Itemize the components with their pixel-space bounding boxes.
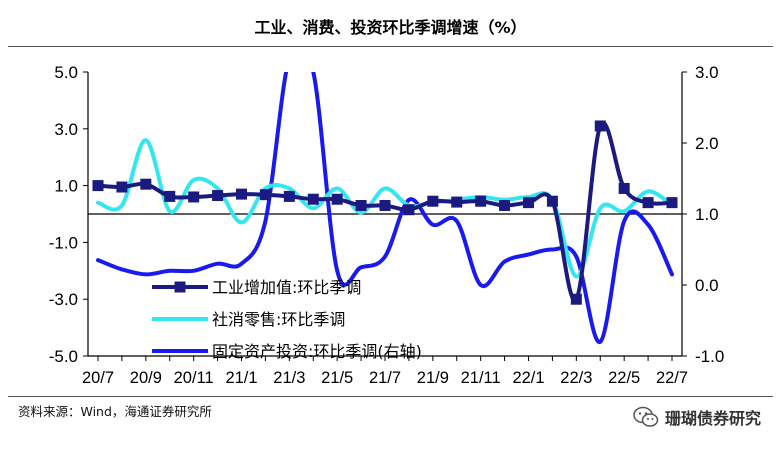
x-tick-label: 21/1	[225, 369, 257, 387]
x-tick-label: 22/1	[512, 369, 544, 387]
series-line-2	[96, 138, 674, 279]
right-tick-label: -1.0	[695, 347, 724, 366]
series-point-1	[331, 193, 343, 205]
series-line-1	[96, 120, 674, 303]
left-tick-label: 1.0	[54, 177, 78, 196]
series-point-1	[427, 195, 439, 207]
series-point-1	[642, 197, 654, 209]
x-tick-label: 20/11	[174, 369, 214, 387]
series-point-1	[140, 178, 152, 190]
series-point-1	[451, 196, 463, 208]
legend-label-2: 社消零售:环比季调	[212, 310, 345, 329]
series-point-1	[618, 182, 630, 194]
series-point-1	[259, 189, 271, 201]
series-point-1	[283, 190, 295, 202]
series-point-1	[307, 193, 319, 205]
series-point-1	[116, 181, 128, 193]
source-note: 资料来源：Wind，海通证券研究所	[18, 404, 212, 419]
series-layer	[92, 72, 678, 344]
left-tick-label: -5.0	[49, 347, 78, 366]
right-axis-ticks: 3.0 2.0 1.0 0.0 -1.0	[682, 63, 724, 366]
left-tick-label: -3.0	[49, 290, 78, 309]
series-point-1	[475, 195, 487, 207]
series-point-1	[188, 191, 200, 203]
legend-label-1: 工业增加值:环比季调	[212, 278, 361, 297]
watermark-text: 珊瑚债券研究	[664, 409, 761, 428]
chart-title: 工业、消费、投资环比季调增速（%）	[254, 18, 527, 37]
top-rule	[8, 46, 773, 47]
series-point-1	[164, 190, 176, 202]
left-axis-ticks: 5.0 3.0 1.0 -1.0 -3.0 -5.0	[49, 63, 88, 366]
x-tick-label: 20/9	[130, 369, 162, 387]
left-tick-label: 5.0	[54, 63, 78, 82]
x-tick-label: 22/3	[560, 369, 592, 387]
x-tick-label: 21/3	[273, 369, 305, 387]
x-axis-ticks: 20/7 20/9 20/11 21/1 21/3 21/5 21/7 21/9 21/11 22…	[82, 356, 688, 387]
axes	[87, 72, 683, 357]
right-tick-label: 3.0	[695, 63, 719, 82]
series-point-1	[499, 199, 511, 211]
right-tick-label: 2.0	[695, 134, 719, 153]
x-tick-label: 22/7	[656, 369, 688, 387]
x-tick-label: 21/9	[417, 369, 449, 387]
x-tick-label: 22/5	[608, 369, 640, 387]
left-tick-label: -1.0	[49, 233, 78, 252]
watermark: 珊瑚债券研究	[633, 405, 761, 429]
bottom-rule	[8, 396, 773, 397]
series-point-1	[594, 120, 606, 132]
series-point-1	[236, 188, 247, 200]
series-point-1	[570, 293, 582, 305]
x-tick-label: 21/11	[461, 369, 501, 387]
series-point-1	[379, 199, 391, 211]
series-point-1	[523, 197, 534, 209]
series-point-1	[546, 195, 558, 207]
right-tick-label: 0.0	[695, 276, 719, 295]
series-point-1	[355, 199, 367, 211]
series-point-1	[666, 197, 678, 209]
x-tick-label: 20/7	[82, 369, 114, 387]
right-tick-label: 1.0	[695, 205, 719, 224]
series-point-1	[92, 180, 104, 192]
left-tick-label: 3.0	[54, 120, 78, 139]
legend-marker-1	[174, 281, 186, 293]
x-tick-label: 21/7	[369, 369, 401, 387]
series-point-1	[403, 204, 415, 216]
legend-label-3: 固定资产投资:环比季调(右轴)	[212, 342, 422, 361]
series-point-1	[212, 190, 224, 202]
x-tick-label: 21/5	[321, 369, 353, 387]
wechat-icon	[633, 406, 659, 427]
chart-svg: 5.0 3.0 1.0 -1.0 -3.0 -5.0 3.0 2.0 1.0 0.0 -1.0 2…	[49, 63, 725, 387]
